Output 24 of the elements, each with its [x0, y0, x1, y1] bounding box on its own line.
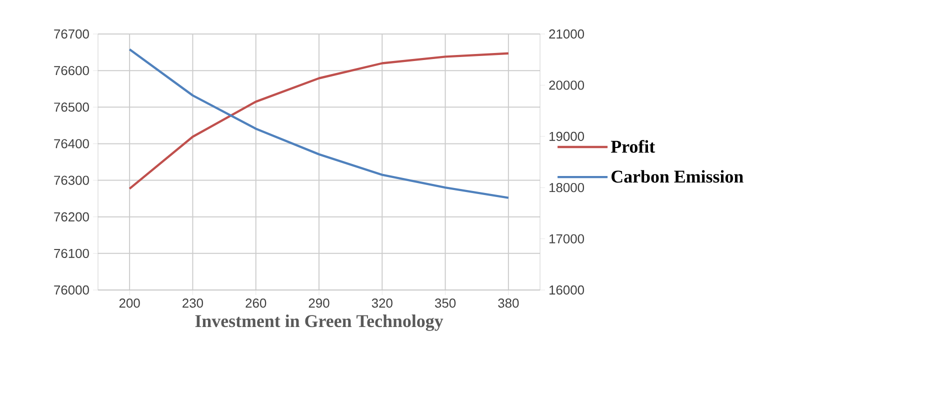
y2-tick-label: 21000 [549, 29, 584, 39]
y-tick-label: 76000 [54, 285, 89, 295]
x-tick-label: 320 [372, 298, 392, 308]
y2-tick-label: 18000 [550, 183, 584, 192]
x-tick-label: 230 [182, 298, 204, 308]
y-tick-label: 76500 [54, 102, 89, 112]
x-tick-label: 290 [308, 298, 330, 308]
legend-label: Carbon Emission [612, 170, 744, 183]
x-tick-label: 350 [434, 298, 456, 308]
x-tick-label: 260 [246, 298, 266, 308]
y-tick-label: 76300 [54, 176, 89, 185]
y-tick-label: 76400 [54, 139, 89, 148]
legend-label: Profit [610, 140, 656, 153]
y-tick-label: 76200 [54, 212, 89, 222]
y2-tick-label: 19000 [550, 132, 584, 141]
x-tick-label: 380 [498, 298, 519, 308]
y2-tick-label: 16000 [550, 285, 584, 295]
y2-tick-label: 20000 [549, 80, 584, 90]
y-tick-label: 76100 [54, 248, 89, 258]
y-tick-label: 76600 [54, 66, 89, 76]
y-tick-label: 76700 [54, 29, 89, 39]
y2-tick-label: 17000 [550, 234, 584, 244]
x-tick-label: 200 [119, 298, 140, 308]
x-axis-title: Investment in Green Technology [195, 314, 444, 331]
